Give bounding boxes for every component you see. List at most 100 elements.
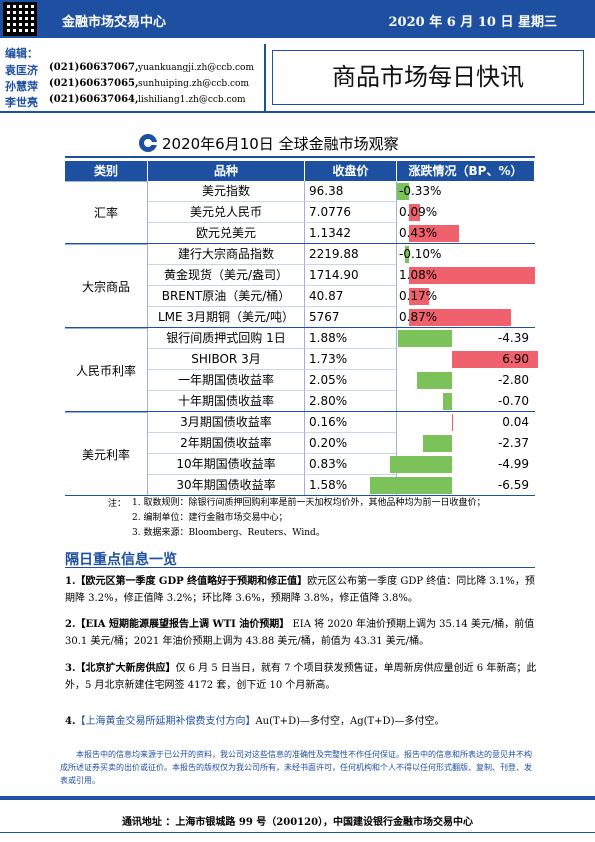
news-title: 隔日重点信息一览 [65,552,177,568]
divider [65,567,535,568]
category-cell: 人民币利率 [65,328,148,412]
close-cell: 0.83% [305,454,397,475]
item-cell: BRENT原油（美元/桶） [148,286,305,307]
change-cell: 0.04 [502,415,529,429]
item-cell: 10年期国债收益率 [148,454,305,475]
item-cell: 3月期国债收益率 [148,412,305,433]
item-cell: 2年期国债收益率 [148,433,305,454]
note: 1. 取数规则：除银行间质押回购利率是前一天加权均价外，其他品种均为前一日收盘价… [132,498,486,508]
news-headline: 【上海黄金交易所延期补偿费支付方向】 [75,716,256,727]
change-bar [370,477,452,494]
change-bar [409,225,460,242]
column-header: 类别 [65,161,148,181]
table-title: 2020年6月10日 全球金融市场观察 [162,135,399,153]
change-cell: 1.08% [399,268,438,282]
divider [0,832,595,833]
close-cell: 0.20% [305,433,397,454]
item-cell: 美元兑人民币 [148,202,305,223]
change-bar [409,288,429,305]
category-cell: 大宗商品 [65,244,148,328]
editors-label: 编辑： [5,47,38,60]
close-cell: 0.16% [305,412,397,433]
change-bar [422,435,452,452]
change-cell: 0.87% [399,310,438,324]
editor-phone: (021)60637067, [49,62,139,73]
item-cell: SHIBOR 3月 [148,349,305,370]
item-cell: 建行大宗商品指数 [148,244,305,265]
item-cell: 银行间质押式回购 1日 [148,328,305,349]
close-cell: 40.87 [305,286,397,307]
report-title: 商品市场每日快讯 [272,50,584,105]
change-bar [405,246,409,263]
group-divider [65,495,535,496]
editor-phone: (021)60637065, [49,78,139,89]
news-headline: 【欧元区第一季度 GDP 终值略好于预期和修正值】 [75,576,308,587]
change-cell: -2.80 [497,373,529,387]
news-num: 3. [65,663,76,674]
editor-name: 李世亮 [5,96,38,109]
item-cell: 美元指数 [148,181,305,202]
close-cell: 1714.90 [305,265,397,286]
news-text: Au(T+D)—多付空，Ag(T+D)—多付空。 [255,716,445,727]
column-header: 涨跌情况（BP、%） [397,161,535,181]
change-bar [443,393,452,410]
change-cell: 0.17% [399,289,438,303]
item-cell: LME 3月期铜（美元/吨） [148,307,305,328]
close-cell: 2.80% [305,391,397,412]
qr-code [3,2,37,36]
group-divider [65,327,535,328]
header-bar [0,0,595,38]
news-text: 欧元区公布第一季度 GDP 终值：同比降 3.1%，预期降 3.2%，修正值降 … [65,576,535,604]
news-item: 2.【EIA 短期能源展望报告上调 WTI 油价预期】 EIA 将 2020 年… [65,616,543,650]
change-bar [409,204,420,221]
editor-phone: (021)60637064, [49,94,139,105]
close-cell: 5767 [305,307,397,328]
group-divider [65,243,535,244]
close-cell: 1.1342 [305,223,397,244]
item-cell: 十年期国债收益率 [148,391,305,412]
editor-email: lishiliang1.zh@ccb.com [138,95,246,105]
change-bar [390,456,452,473]
news-item: 3.【北京扩大新房供应】仅 6 月 5 日当日，就有 7 个项目获发预售证，单周… [65,660,543,694]
close-cell: 1.73% [305,349,397,370]
change-cell: -4.99 [497,457,529,471]
editor-email: sunhuiping.zh@ccb.com [138,79,249,89]
change-cell: 6.90 [502,352,529,366]
change-cell: -0.33% [399,184,442,198]
change-cell: 0.43% [399,226,438,240]
editor-name: 袁匡济 [5,64,38,77]
bank-logo [139,134,158,152]
divider [264,44,266,112]
divider [65,156,535,158]
change-cell: 0.09% [399,205,438,219]
change-bar [452,351,538,368]
change-cell: -2.37 [497,436,529,450]
category-cell: 汇率 [65,181,148,244]
change-bar [397,183,409,200]
change-cell: -4.39 [497,331,529,345]
close-cell: 2219.88 [305,244,397,265]
close-cell: 96.38 [305,181,397,202]
footer-bar [0,796,595,800]
notes-label: 注： [108,499,127,509]
change-bar [409,309,511,326]
news-item: 4.【上海黄金交易所延期补偿费支付方向】Au(T+D)—多付空，Ag(T+D)—… [65,713,543,730]
divider [0,111,595,113]
change-cell: -0.70 [497,394,529,408]
change-cell: -0.10% [399,247,442,261]
item-cell: 一年期国债收益率 [148,370,305,391]
news-item: 1.【欧元区第一季度 GDP 终值略好于预期和修正值】欧元区公布第一季度 GDP… [65,573,543,607]
editor-name: 孙慧萍 [5,80,38,93]
news-headline: 【北京扩大新房供应】 [75,663,176,674]
news-headline: 【EIA 短期能源展望报告上调 WTI 油价预期】 [75,619,290,630]
item-cell: 30年期国债收益率 [148,475,305,496]
report-date: 2020 年 6 月 10 日 星期三 [388,15,557,30]
column-header: 品种 [148,161,305,181]
news-num: 1. [65,576,76,587]
column-header: 收盘价 [305,161,397,181]
note: 3. 数据来源：Bloomberg、Reuters、Wind。 [132,528,325,538]
news-text: EIA 将 2020 年油价预期上调为 35.14 美元/桶，前值 30.1 美… [65,619,535,647]
disclaimer: 本报告中的信息均来源于已公开的资料，我公司对这些信息的准确性及完整性不作任何保证… [60,750,532,785]
change-bar [397,330,452,347]
news-text: 仅 6 月 5 日当日，就有 7 个项目获发预售证，单周新房供应量创近 6 年新… [65,663,537,691]
